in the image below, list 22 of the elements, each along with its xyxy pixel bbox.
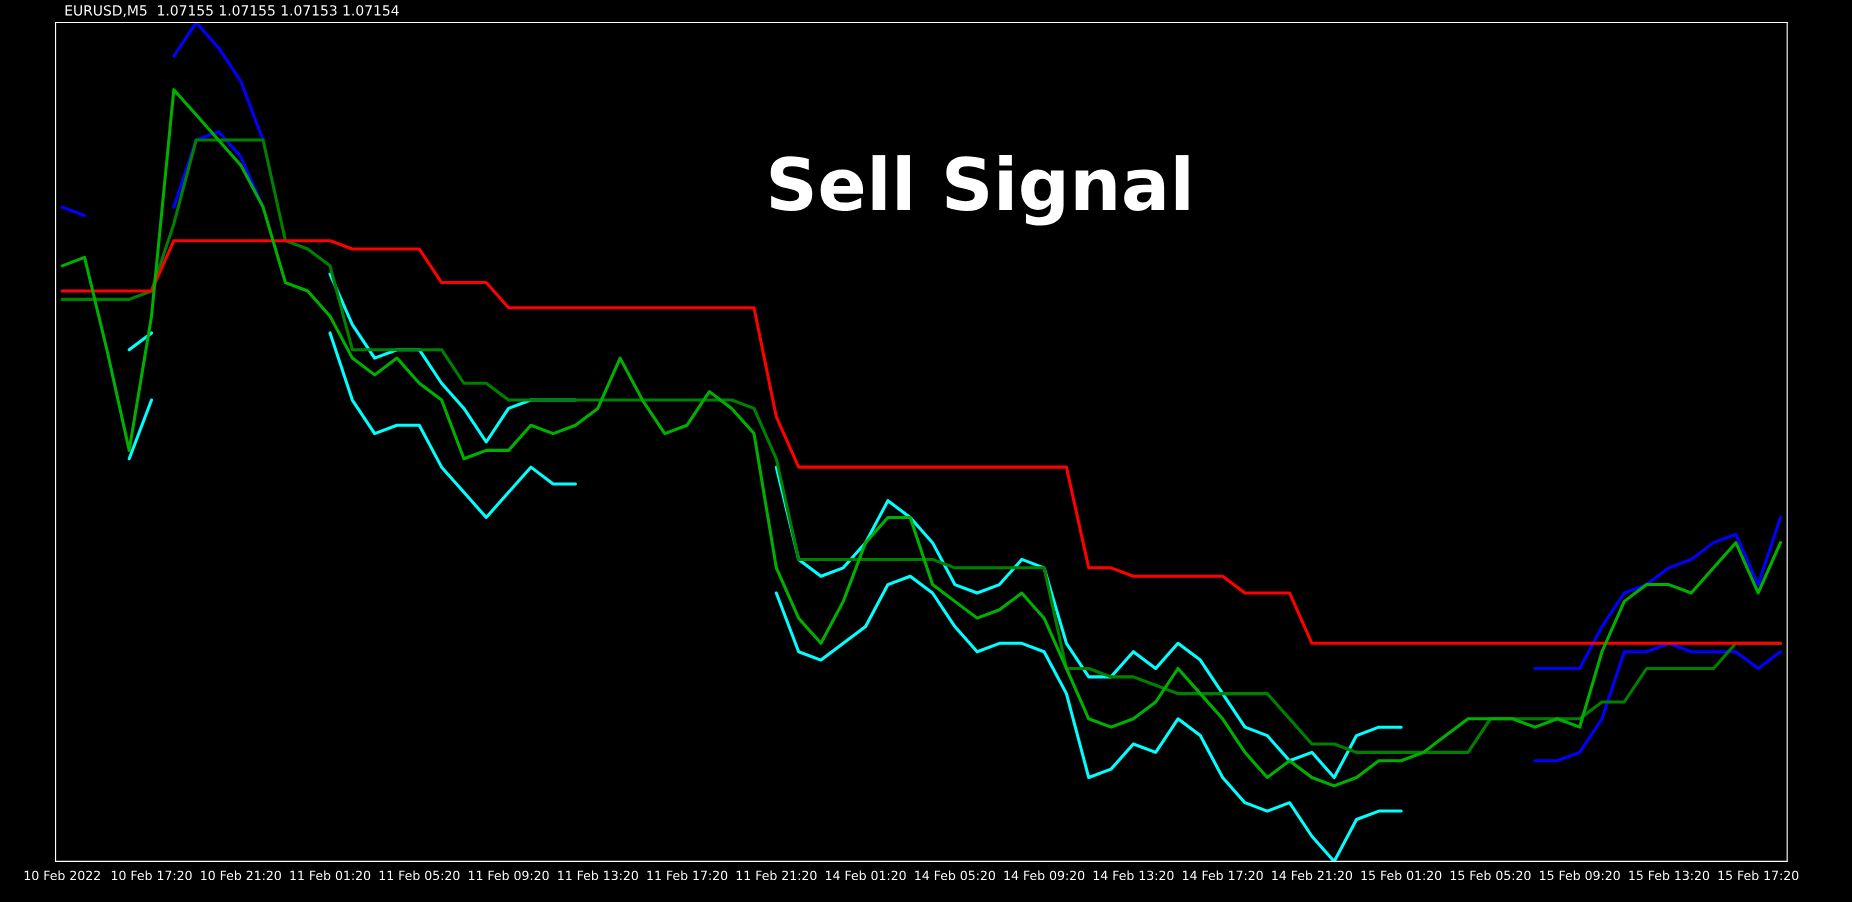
x-tick-label: 10 Feb 17:20 [111, 870, 192, 881]
x-tick-label: 15 Feb 17:20 [1718, 870, 1799, 881]
x-tick-label: 14 Feb 17:20 [1182, 870, 1263, 881]
x-tick-label: 15 Feb 13:20 [1629, 870, 1710, 881]
x-tick-label: 11 Feb 01:20 [290, 870, 371, 881]
x-tick-label: 11 Feb 09:20 [468, 870, 549, 881]
chart-title: EURUSD,M5 1.07155 1.07155 1.07153 1.07154 [65, 5, 399, 18]
x-tick-label: 14 Feb 01:20 [825, 870, 906, 881]
x-tick-label: 14 Feb 13:20 [1093, 870, 1174, 881]
x-tick-label: 11 Feb 13:20 [558, 870, 638, 881]
x-tick-label: 10 Feb 21:20 [201, 870, 281, 881]
x-tick-label: 15 Feb 05:20 [1450, 870, 1531, 881]
x-tick-label: 11 Feb 21:20 [736, 870, 817, 881]
x-tick-label: 14 Feb 09:20 [1004, 870, 1085, 881]
x-tick-label: 15 Feb 09:20 [1540, 870, 1620, 881]
x-tick-label: 11 Feb 17:20 [647, 870, 728, 881]
x-tick-label: 14 Feb 21:20 [1272, 870, 1353, 881]
x-tick-label: 15 Feb 01:20 [1361, 870, 1442, 881]
x-tick-label: 11 Feb 05:20 [379, 870, 460, 881]
x-tick-label: 14 Feb 05:20 [915, 870, 996, 881]
x-tick-label: 10 Feb 2022 [24, 870, 100, 881]
annotation: Sell Signal [770, 155, 1189, 226]
